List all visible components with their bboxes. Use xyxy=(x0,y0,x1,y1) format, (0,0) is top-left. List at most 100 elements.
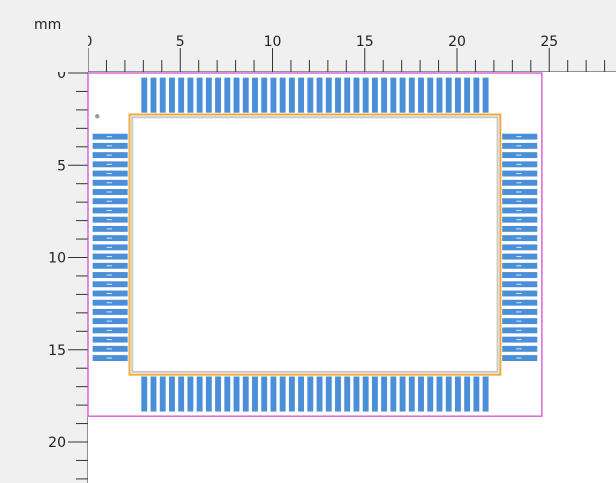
pad-top xyxy=(325,77,332,113)
ruler-x-label: 5 xyxy=(176,34,185,50)
pad-top xyxy=(233,77,240,113)
pad-bottom xyxy=(335,376,341,412)
ruler-x-label: 20 xyxy=(448,34,466,50)
pad-bottom xyxy=(408,376,415,412)
pad-top xyxy=(298,77,305,113)
pad-bottom xyxy=(187,376,194,412)
pad-bottom xyxy=(325,376,332,412)
pad-top xyxy=(288,77,295,113)
pad-top xyxy=(390,77,397,113)
pad-top xyxy=(215,77,222,113)
pad-bottom xyxy=(298,376,305,412)
units-label: mm xyxy=(34,17,61,33)
pad-bottom xyxy=(371,376,378,412)
pad-top xyxy=(436,77,443,113)
pad-bottom xyxy=(252,376,258,412)
pad-top xyxy=(279,77,286,113)
pad-top xyxy=(159,77,166,113)
pads-top-row xyxy=(141,77,489,113)
pad-top xyxy=(464,77,471,113)
ruler-x-label: 15 xyxy=(356,34,374,50)
pad-bottom xyxy=(436,376,443,412)
pad-bottom xyxy=(445,376,452,412)
ruler-y-label: 5 xyxy=(57,158,66,174)
left-ruler-background xyxy=(0,0,88,483)
pad-bottom xyxy=(261,376,268,412)
pad-bottom xyxy=(215,376,222,412)
pad-top xyxy=(482,77,489,113)
pad-bottom xyxy=(427,376,434,412)
courtyard-outline xyxy=(87,72,543,417)
package-body-inner xyxy=(131,116,499,373)
package-body-outline xyxy=(128,113,502,376)
pad-top xyxy=(353,77,360,113)
pad-bottom xyxy=(464,376,471,412)
ruler-corner xyxy=(0,0,88,72)
pad-top xyxy=(168,77,175,113)
ruler-x-label: 25 xyxy=(540,34,558,50)
pad-bottom xyxy=(288,376,295,412)
qfp-footprint xyxy=(87,72,616,483)
pad-bottom xyxy=(473,376,480,412)
pad-bottom xyxy=(316,376,323,412)
left-ruler: 0 5 10 15 20 xyxy=(0,0,89,483)
pad-bottom xyxy=(307,376,314,412)
pad-top xyxy=(418,77,424,113)
ruler-y-label: 0 xyxy=(57,66,66,82)
pad-bottom xyxy=(168,376,175,412)
pad-bottom xyxy=(270,376,277,412)
pad-top xyxy=(270,77,277,113)
pad-bottom xyxy=(362,376,369,412)
pad-bottom xyxy=(178,376,185,412)
pad-bottom xyxy=(205,376,212,412)
pad-bottom xyxy=(381,376,388,412)
pad-top xyxy=(196,77,203,113)
pad-bottom xyxy=(482,376,489,412)
ruler-x-label: 10 xyxy=(264,34,282,50)
pad-bottom xyxy=(279,376,286,412)
pad-bottom xyxy=(344,376,351,412)
pad-bottom xyxy=(418,376,424,412)
pad-top xyxy=(408,77,415,113)
pad-top xyxy=(381,77,388,113)
pad-top xyxy=(141,77,148,113)
pad-top xyxy=(178,77,185,113)
pin1-marker xyxy=(95,114,100,119)
pad-top xyxy=(316,77,323,113)
pad-bottom xyxy=(159,376,166,412)
pad-top xyxy=(307,77,314,113)
pad-top xyxy=(150,77,157,113)
pad-top xyxy=(427,77,434,113)
ruler-y-label: 15 xyxy=(48,343,66,359)
pad-top xyxy=(473,77,480,113)
pads-bottom-row xyxy=(141,376,489,412)
pad-top xyxy=(261,77,268,113)
pad-bottom xyxy=(454,376,461,412)
pads-left-column xyxy=(92,133,128,362)
pad-top xyxy=(371,77,378,113)
pad-top xyxy=(344,77,351,113)
top-ruler: 0510152025 xyxy=(0,0,616,73)
pad-bottom xyxy=(353,376,360,412)
pad-top xyxy=(399,77,406,113)
pad-bottom xyxy=(196,376,203,412)
pad-top xyxy=(362,77,369,113)
pad-bottom xyxy=(150,376,157,412)
pad-bottom xyxy=(233,376,240,412)
pad-bottom xyxy=(390,376,397,412)
pad-top xyxy=(242,77,249,113)
pad-top xyxy=(205,77,212,113)
pad-bottom xyxy=(141,376,148,412)
top-ruler-background xyxy=(0,0,616,72)
pad-top xyxy=(445,77,452,113)
pad-top xyxy=(454,77,461,113)
ruler-y-label: 20 xyxy=(48,435,66,451)
pads-right-column xyxy=(502,133,538,362)
ruler-y-label: 10 xyxy=(48,251,66,267)
pad-top xyxy=(187,77,194,113)
pad-top xyxy=(224,77,231,113)
pad-top xyxy=(335,77,341,113)
pad-top xyxy=(252,77,258,113)
pad-bottom xyxy=(224,376,231,412)
